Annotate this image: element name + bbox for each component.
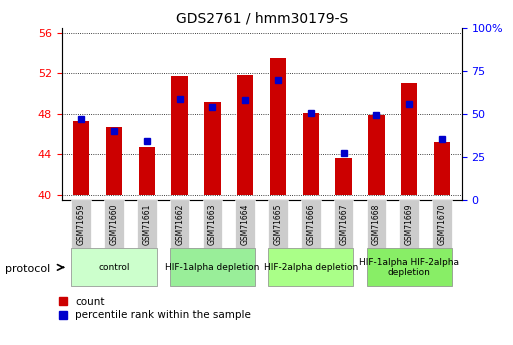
FancyBboxPatch shape: [432, 200, 452, 248]
Bar: [204, 102, 221, 195]
Text: GSM71666: GSM71666: [306, 204, 315, 245]
Text: GSM71670: GSM71670: [438, 204, 446, 245]
Text: control: control: [98, 263, 130, 272]
Text: GSM71664: GSM71664: [241, 204, 250, 245]
Bar: [368, 115, 385, 195]
FancyBboxPatch shape: [367, 200, 386, 248]
Text: GSM71668: GSM71668: [372, 204, 381, 245]
FancyBboxPatch shape: [268, 200, 288, 248]
Text: HIF-2alpha depletion: HIF-2alpha depletion: [264, 263, 358, 272]
Text: HIF-1alpha HIF-2alpha
depletion: HIF-1alpha HIF-2alpha depletion: [359, 258, 459, 277]
Bar: [434, 142, 450, 195]
FancyBboxPatch shape: [71, 200, 91, 248]
Text: GSM71667: GSM71667: [339, 204, 348, 245]
FancyBboxPatch shape: [235, 200, 255, 248]
Text: protocol: protocol: [5, 264, 50, 274]
FancyBboxPatch shape: [71, 248, 156, 286]
Text: GSM71659: GSM71659: [77, 204, 86, 245]
FancyBboxPatch shape: [400, 200, 419, 248]
Text: GSM71669: GSM71669: [405, 204, 413, 245]
FancyBboxPatch shape: [170, 200, 189, 248]
Text: GSM71663: GSM71663: [208, 204, 217, 245]
Text: HIF-1alpha depletion: HIF-1alpha depletion: [165, 263, 260, 272]
Bar: [270, 58, 286, 195]
Text: GSM71661: GSM71661: [142, 204, 151, 245]
Bar: [336, 158, 352, 195]
FancyBboxPatch shape: [137, 200, 156, 248]
Bar: [139, 147, 155, 195]
Text: GSM71660: GSM71660: [110, 204, 119, 245]
Bar: [401, 83, 418, 195]
Bar: [73, 121, 89, 195]
FancyBboxPatch shape: [268, 248, 353, 286]
Text: GSM71662: GSM71662: [175, 204, 184, 245]
FancyBboxPatch shape: [203, 200, 222, 248]
FancyBboxPatch shape: [104, 200, 124, 248]
Bar: [171, 76, 188, 195]
Bar: [303, 113, 319, 195]
Text: GSM71665: GSM71665: [273, 204, 283, 245]
Legend: count, percentile rank within the sample: count, percentile rank within the sample: [56, 295, 253, 322]
Title: GDS2761 / hmm30179-S: GDS2761 / hmm30179-S: [175, 11, 348, 25]
FancyBboxPatch shape: [334, 200, 353, 248]
Bar: [106, 127, 122, 195]
FancyBboxPatch shape: [301, 200, 321, 248]
Bar: [237, 75, 253, 195]
FancyBboxPatch shape: [170, 248, 255, 286]
FancyBboxPatch shape: [367, 248, 452, 286]
